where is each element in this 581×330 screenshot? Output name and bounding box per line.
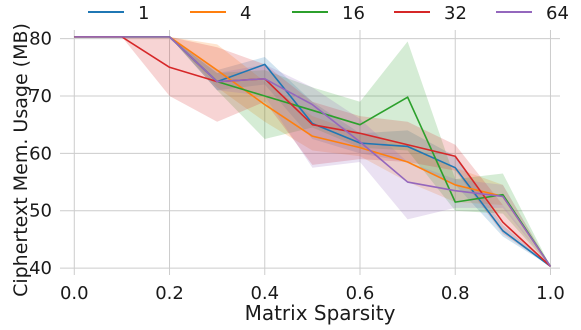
legend-label-1: 1	[138, 3, 149, 24]
series-lines	[74, 36, 552, 268]
y-axis-label: Ciphertext Mem. Usage (MB)	[10, 23, 32, 297]
series-32-band	[74, 36, 551, 267]
x-tick-label: 0.0	[60, 283, 89, 304]
legend: 1 4 16 32 64	[88, 3, 569, 24]
y-tick-label: 50	[29, 201, 52, 222]
axes: 0.0 0.2 0.4 0.6 0.8 1.0 40 50 60 70 80	[29, 29, 565, 304]
legend-label-32: 32	[444, 3, 467, 24]
confidence-bands	[74, 36, 551, 267]
grid	[60, 30, 560, 275]
series-32-line	[74, 36, 552, 267]
x-tick-label: 0.8	[441, 283, 470, 304]
y-tick-label: 60	[29, 143, 52, 164]
legend-label-4: 4	[240, 3, 251, 24]
x-tick-label: 1.0	[536, 283, 565, 304]
x-tick-label: 0.4	[250, 283, 279, 304]
y-tick-label: 40	[29, 258, 52, 279]
x-axis-label: Matrix Sparsity	[245, 301, 396, 325]
legend-label-16: 16	[342, 3, 365, 24]
series-64-band	[74, 36, 551, 267]
x-tick-label: 0.6	[346, 283, 375, 304]
y-tick-label: 70	[29, 86, 52, 107]
x-tick-label: 0.2	[155, 283, 184, 304]
series-64-line	[74, 36, 552, 267]
y-tick-label: 80	[29, 29, 52, 50]
legend-label-64: 64	[546, 3, 569, 24]
